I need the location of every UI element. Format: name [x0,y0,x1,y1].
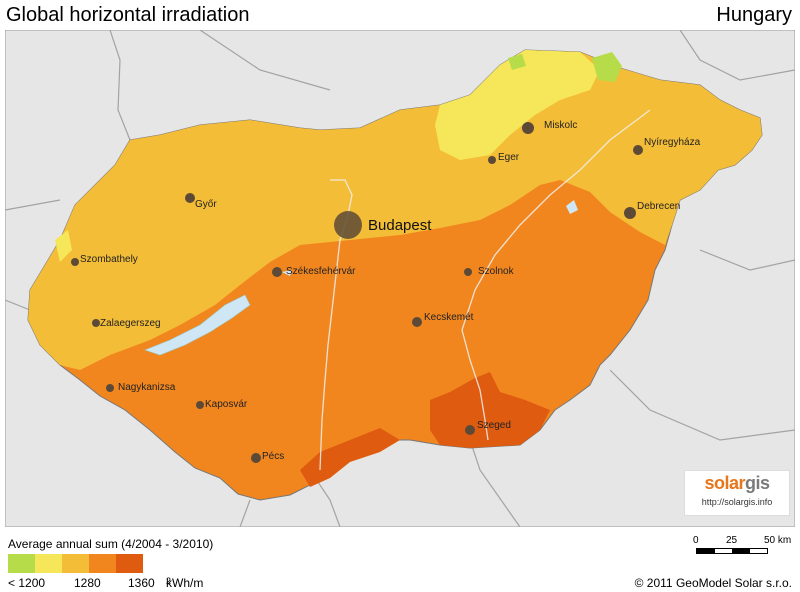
legend-swatch-3 [62,554,89,573]
city-label-pecs: Pécs [262,451,284,462]
scale-seg-1 [697,549,715,553]
lake-balaton [144,294,251,356]
city-pecs-marker [251,453,261,463]
scale-seg-4 [749,549,767,553]
city-label-nagykanizsa: Nagykanizsa [118,382,176,393]
legend-labels: < 1200 1280 1360 kWh/m 2 [8,576,248,590]
city-kaposvar-marker [196,401,204,409]
city-budapest-marker [334,211,362,239]
city-szekesfehervar-marker [272,267,282,277]
scale-seg-3 [732,549,750,553]
lake-tisza [566,200,578,214]
city-debrecen-marker [624,207,636,219]
city-szeged-marker [465,425,475,435]
city-label-zalaegerszeg: Zalaegerszeg [100,318,161,329]
hungary-region-class3 [28,50,762,370]
city-zalaegerszeg-marker [92,319,100,327]
hungary-region-class2-west [55,230,72,262]
legend-label-min: < 1200 [8,576,46,590]
legend-swatch-2 [35,554,62,573]
city-label-gyor: Győr [195,199,217,210]
city-eger-marker [488,156,496,164]
city-label-kecskemet: Kecskemét [424,312,474,323]
city-label-kaposvar: Kaposvár [205,399,248,410]
city-gyor-marker [185,193,195,203]
river-danube [319,179,353,471]
scale-label-25: 25 [726,535,738,546]
city-nagykanizsa-marker [106,384,114,392]
legend-unit-exp: 2 [166,576,172,586]
legend-label-mid: 1280 [74,576,101,590]
scale-labels: 0 25 50 km [690,535,800,549]
legend-title: Average annual sum (4/2004 - 3/2010) [8,537,214,551]
city-label-szeged: Szeged [477,420,511,431]
hungary-region-class1 [592,52,622,82]
hungary-region-class5-south [300,428,400,487]
city-miskolc-marker [522,122,534,134]
legend-swatches [8,554,143,573]
logo-brand-a: solar [704,473,745,493]
city-label-nyiregyhaza: Nyíregyháza [644,137,701,148]
solargis-logo[interactable]: solargis http://solargis.info [684,470,790,516]
hungary-region-class5-szeged [430,372,550,448]
scale-bar [696,548,768,554]
logo-url[interactable]: http://solargis.info [701,497,773,507]
legend-unit-base: kWh/m [166,576,204,590]
city-labels: Budapest Miskolc Nyíregyháza Eger Debrec… [80,120,701,462]
city-label-szombathely: Szombathely [80,254,138,265]
rivers [319,109,651,471]
copyright: © 2011 GeoModel Solar s.r.o. [634,576,792,590]
map-title: Global horizontal irradiation [6,4,250,26]
legend-swatch-4 [89,554,116,573]
logo-brand: solargis [685,473,789,494]
hungary-region-class2 [435,50,600,160]
city-label-miskolc: Miskolc [544,120,577,131]
city-label-eger: Eger [498,152,520,163]
city-szombathely-marker [71,258,79,266]
legend-swatch-1 [8,554,35,573]
city-markers [71,122,643,463]
legend-unit: kWh/m 2 [166,576,203,592]
legend-label-max: 1360 [128,576,155,590]
hungary-region-class1-b [508,54,526,70]
lake-velence [282,270,292,276]
river-tisza [461,109,651,441]
city-label-budapest: Budapest [368,217,432,234]
country-label: Hungary [716,4,792,26]
scale-label-50: 50 km [764,535,792,546]
scale-seg-2 [714,549,732,553]
scale-label-0: 0 [693,535,699,546]
city-label-debrecen: Debrecen [637,201,680,212]
logo-brand-b: gis [745,473,770,493]
city-szolnok-marker [464,268,472,276]
city-kecskemet-marker [412,317,422,327]
legend-swatch-5 [116,554,143,573]
city-nyiregyhaza-marker [633,145,643,155]
irradiation-map: Budapest Miskolc Nyíregyháza Eger Debrec… [5,30,795,527]
city-label-szolnok: Szolnok [478,266,515,277]
city-label-szekesfehervar: Székesfehérvár [286,266,356,277]
